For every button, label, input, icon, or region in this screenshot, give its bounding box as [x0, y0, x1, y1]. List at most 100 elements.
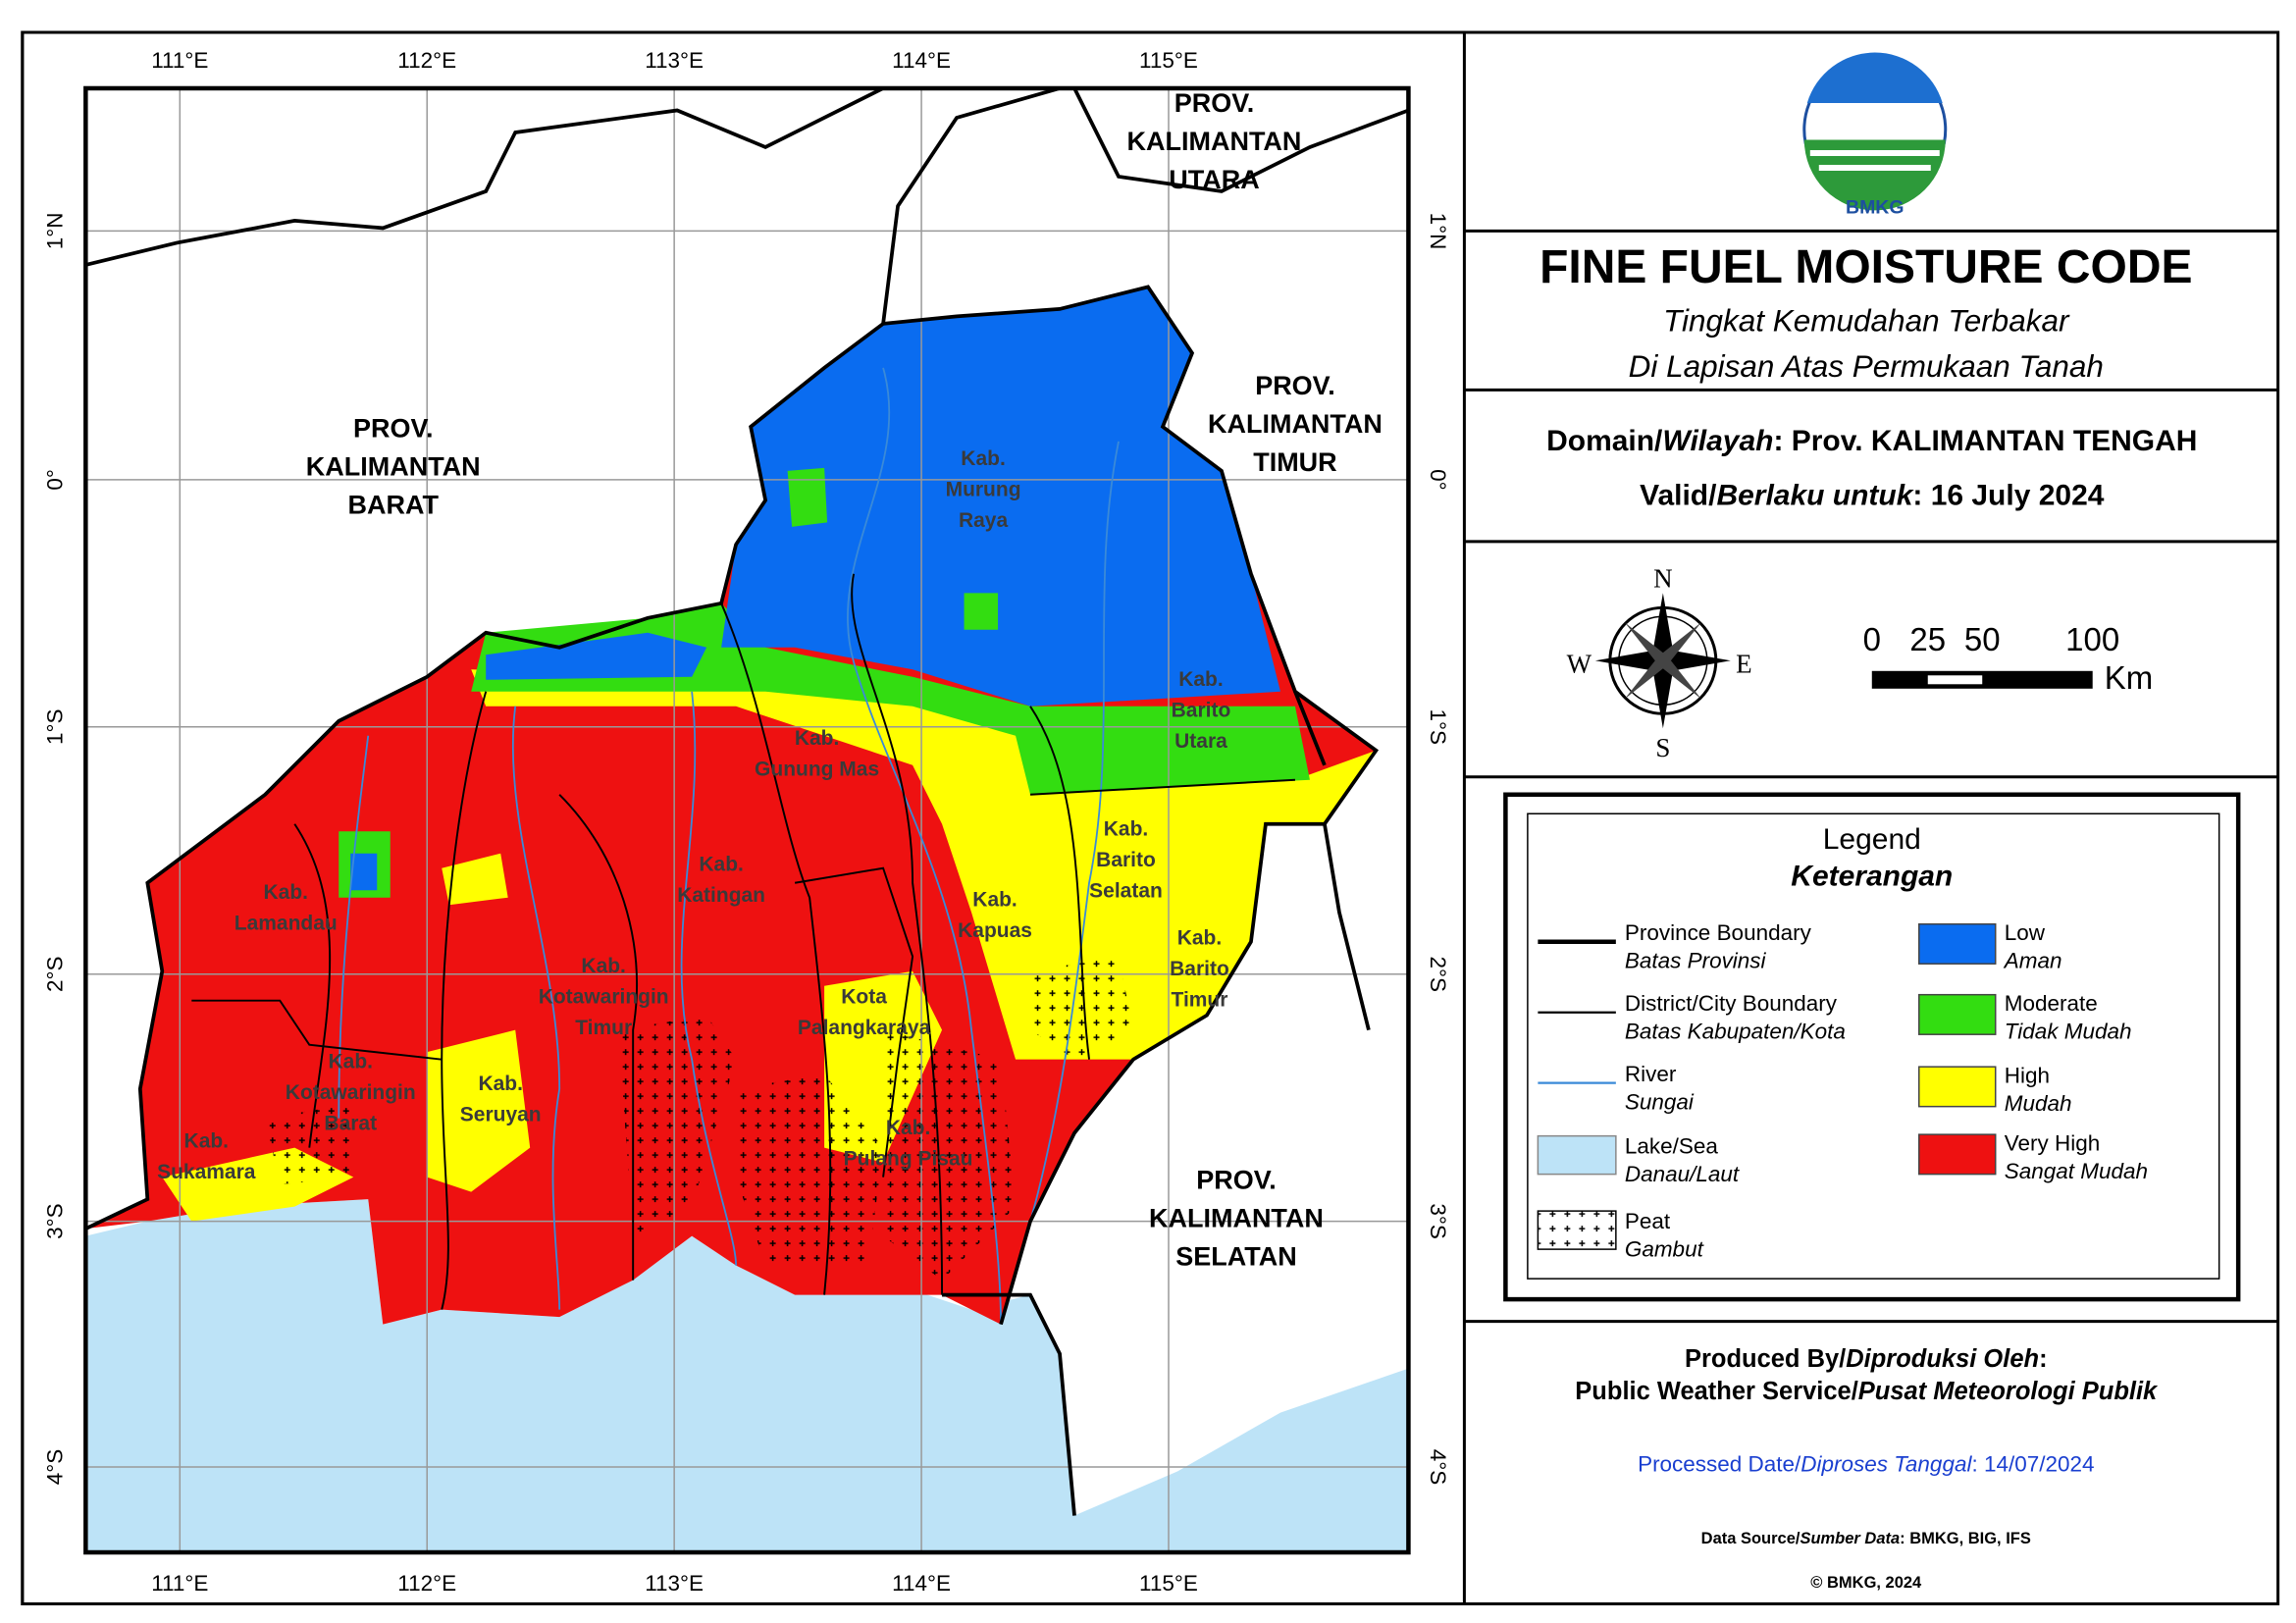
scale-bar — [1871, 670, 2093, 689]
lat-label: 4°S — [42, 1449, 67, 1486]
regency-label: Pulang Pisau — [844, 1148, 973, 1171]
compass — [1594, 593, 1731, 729]
scale-label: 50 — [1964, 621, 2001, 657]
title: FINE FUEL MOISTURE CODE — [1539, 241, 2192, 293]
legend-inner-frame — [1527, 812, 2220, 1280]
lat-label: 3°S — [1426, 1203, 1450, 1239]
lon-label: 114°E — [892, 48, 951, 73]
compass-n: N — [1653, 563, 1673, 593]
moderate-area — [339, 455, 1310, 898]
regency-label: Seruyan — [460, 1104, 542, 1126]
graticule — [85, 87, 1409, 1553]
lon-label: 115°E — [1139, 1571, 1198, 1596]
legend-label: Province Boundary — [1625, 920, 1812, 945]
province-label: SELATAN — [1175, 1242, 1296, 1272]
legend-label-id: Sangat Mudah — [2005, 1159, 2148, 1183]
subtitle: Di Lapisan Atas Permukaan Tanah — [1629, 348, 2104, 384]
province-label: TIMUR — [1253, 447, 1336, 477]
legend-items: Province Boundary Batas Provinsi District/… — [1537, 920, 2148, 1262]
sea — [85, 1199, 1409, 1553]
legend-title: Legend — [1823, 823, 1921, 856]
legend-swatch — [1918, 1066, 1997, 1108]
regency-label: Utara — [1174, 730, 1227, 753]
regency-label: Kab. — [699, 854, 743, 876]
compass-s: S — [1655, 733, 1670, 762]
lon-label: 115°E — [1139, 48, 1198, 73]
legend-frame — [1503, 792, 2241, 1302]
rivers — [338, 367, 1120, 1325]
source-italic: Sumber Data — [1800, 1530, 1900, 1547]
domain-value: : Prov. KALIMANTAN TENGAH — [1773, 425, 2197, 457]
regency-label: Barito — [1170, 958, 1229, 980]
high-area — [471, 669, 1377, 1060]
place-labels: PROV. KALIMANTAN UTARA PROV. KALIMANTAN BARAT… — [157, 88, 1383, 1272]
province-label: KALIMANTAN — [1127, 127, 1302, 156]
validity-value: : 16 July 2024 — [1912, 479, 2104, 511]
legend-label: High — [2005, 1064, 2050, 1088]
regency-label: Murung — [946, 478, 1021, 500]
lon-label: 111°E — [151, 1571, 208, 1596]
lon-label: 113°E — [645, 48, 704, 73]
service-italic: Pusat Meteorologi Publik — [1858, 1378, 2159, 1405]
lat-label: 1°S — [1426, 709, 1450, 746]
regency-label: Kab. — [961, 447, 1005, 470]
province-label: BARAT — [348, 490, 440, 519]
service: Public Weather Service/Pusat Meteorologi… — [1575, 1378, 2159, 1405]
domain-prefix: Domain/ — [1546, 425, 1663, 457]
legend-label-id: Batas Provinsi — [1625, 949, 1767, 973]
scale-labels: 0 25 50 100 — [1863, 621, 2120, 657]
regency-label: Timur — [1172, 989, 1228, 1012]
regency-label: Kab. — [795, 727, 839, 750]
low-area — [350, 287, 1280, 891]
legend-label: River — [1625, 1062, 1677, 1086]
lat-label: 1°N — [1426, 213, 1450, 250]
scale-unit: Km — [2105, 659, 2153, 696]
moderate-patch — [787, 467, 999, 630]
logo-text: BMKG — [1846, 196, 1905, 218]
province-label: KALIMANTAN — [1208, 409, 1383, 439]
lon-label: 112°E — [397, 48, 456, 73]
regency-label: Kab. — [184, 1130, 229, 1153]
regency-label: Gunung Mas — [755, 758, 879, 780]
map-inner-frame — [83, 85, 1411, 1555]
subtitle: Tingkat Kemudahan Terbakar — [1663, 302, 2070, 338]
legend-label-id: Mudah — [2005, 1091, 2072, 1116]
lat-label: 3°S — [42, 1203, 67, 1239]
processed-value: : 14/07/2024 — [1971, 1452, 2094, 1477]
produced-prefix: Produced By/ — [1685, 1345, 1846, 1373]
legend-symbol — [1537, 1134, 1617, 1176]
regency-label: Kab. — [581, 955, 625, 977]
regency-label: Barito — [1172, 699, 1231, 721]
legend-label-id: Sungai — [1625, 1090, 1695, 1115]
source-value: : BMKG, BIG, IFS — [1900, 1530, 2031, 1547]
legend-swatch — [1918, 993, 1997, 1035]
legend-label-id: Danau/Laut — [1625, 1162, 1741, 1186]
legend-label: Lake/Sea — [1625, 1134, 1719, 1159]
regency-label: Kab. — [1177, 927, 1222, 950]
regency-label: Barito — [1096, 849, 1156, 871]
regency-label: Kab. — [329, 1051, 373, 1073]
province-label: PROV. — [353, 413, 433, 443]
regency-label: Selatan — [1089, 880, 1163, 903]
scale-label: 0 — [1863, 621, 1881, 657]
graticule-labels: 111°E 111°E 112°E 112°E 113°E 113°E 114°E 114°E… — [42, 48, 1450, 1596]
legend-label: Moderate — [2005, 991, 2098, 1016]
regency-label: Barat — [324, 1113, 377, 1135]
copyright: © BMKG, 2024 — [1810, 1574, 1922, 1592]
legend-label: Low — [2005, 920, 2046, 945]
lat-label: 4°S — [1426, 1449, 1450, 1486]
lat-label: 1°N — [42, 213, 67, 250]
regency-label: Sukamara — [157, 1161, 256, 1183]
domain-prefix-italic: Wilayah — [1662, 425, 1773, 457]
legend-label-id: Tidak Mudah — [2005, 1020, 2132, 1044]
service-text: Public Weather Service/ — [1575, 1378, 1857, 1405]
legend-label: Peat — [1625, 1209, 1671, 1233]
other-boundaries — [85, 87, 1409, 1516]
legend-label-id: Gambut — [1625, 1237, 1705, 1262]
legend-label-id: Aman — [2003, 949, 2062, 973]
processed-prefix: Processed Date/ — [1638, 1452, 1801, 1477]
province-label: PROV. — [1174, 88, 1255, 118]
province-label: PROV. — [1255, 371, 1334, 400]
regency-label: Kab. — [1178, 668, 1223, 691]
